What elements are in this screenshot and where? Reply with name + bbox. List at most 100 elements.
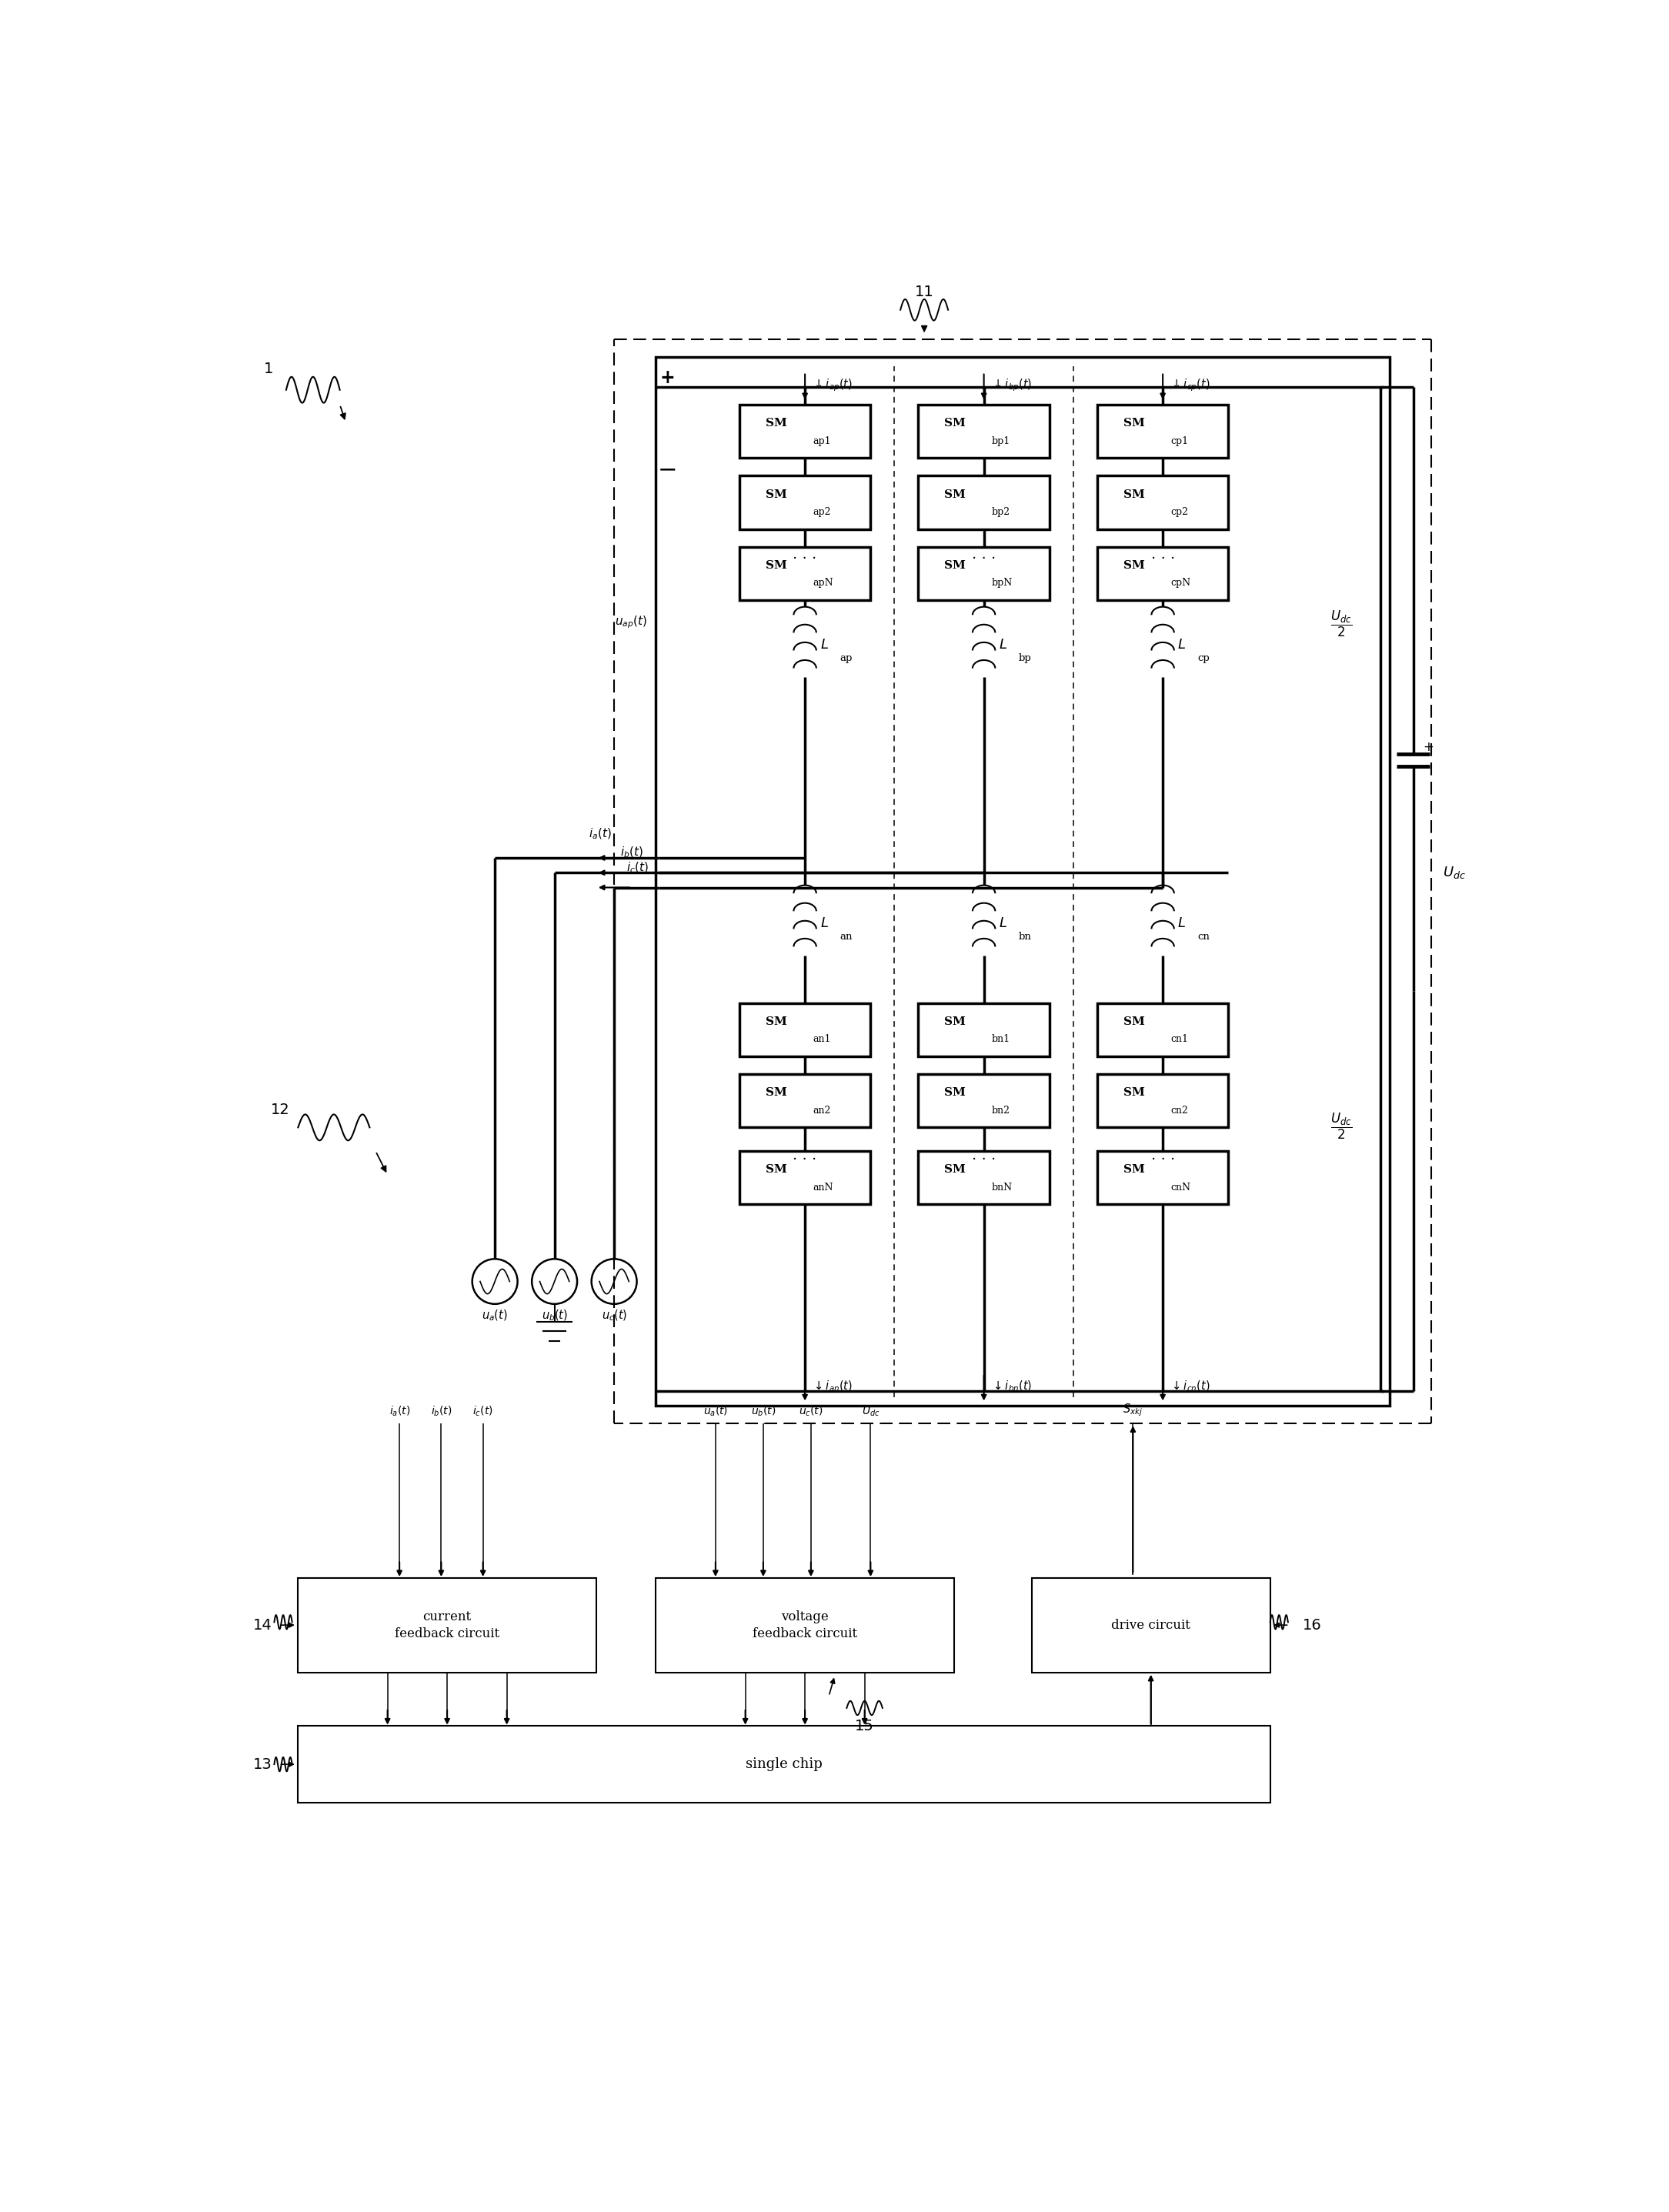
Bar bbox=[1031, 1577, 1270, 1672]
Bar bbox=[739, 405, 871, 458]
Text: $\downarrow i_{ap}(t)$: $\downarrow i_{ap}(t)$ bbox=[813, 378, 853, 394]
Text: 14: 14 bbox=[252, 1617, 272, 1632]
Bar bbox=[918, 546, 1050, 599]
Text: SM: SM bbox=[945, 1164, 966, 1175]
Text: SM: SM bbox=[945, 560, 966, 571]
Text: cpN: cpN bbox=[1170, 577, 1190, 588]
Text: $i_b(t)$: $i_b(t)$ bbox=[621, 845, 643, 860]
Text: $u_c(t)$: $u_c(t)$ bbox=[799, 1405, 823, 1418]
Text: $L$: $L$ bbox=[998, 916, 1006, 929]
Bar bbox=[918, 1075, 1050, 1128]
Bar bbox=[299, 1725, 1270, 1803]
Text: −: − bbox=[658, 458, 678, 480]
Text: · · ·: · · · bbox=[971, 1152, 996, 1168]
Text: cnN: cnN bbox=[1170, 1183, 1190, 1192]
Text: an1: an1 bbox=[813, 1035, 831, 1044]
Text: voltage
feedback circuit: voltage feedback circuit bbox=[753, 1610, 858, 1639]
Text: drive circuit: drive circuit bbox=[1112, 1619, 1190, 1632]
Bar bbox=[918, 1002, 1050, 1057]
Text: $L$: $L$ bbox=[998, 637, 1006, 653]
Text: bn1: bn1 bbox=[991, 1035, 1010, 1044]
Text: +: + bbox=[661, 369, 676, 387]
Bar bbox=[299, 1577, 596, 1672]
Text: cn1: cn1 bbox=[1170, 1035, 1188, 1044]
Text: SM: SM bbox=[945, 1015, 966, 1026]
Text: SM: SM bbox=[1123, 489, 1145, 500]
Text: · · ·: · · · bbox=[793, 551, 818, 566]
Bar bbox=[1097, 405, 1228, 458]
Text: SM: SM bbox=[945, 1088, 966, 1097]
Text: 1: 1 bbox=[264, 363, 274, 376]
Text: $\downarrow i_{bn}(t)$: $\downarrow i_{bn}(t)$ bbox=[991, 1380, 1031, 1394]
Text: SM: SM bbox=[1123, 1088, 1145, 1097]
Text: current
feedback circuit: current feedback circuit bbox=[396, 1610, 499, 1639]
Text: ap1: ap1 bbox=[813, 436, 831, 447]
Text: · · ·: · · · bbox=[1150, 551, 1175, 566]
Text: $L$: $L$ bbox=[1178, 916, 1187, 929]
Text: SM: SM bbox=[766, 418, 786, 429]
Text: bnN: bnN bbox=[991, 1183, 1013, 1192]
Text: cp2: cp2 bbox=[1170, 507, 1188, 518]
Text: SM: SM bbox=[766, 1164, 786, 1175]
Text: cp1: cp1 bbox=[1170, 436, 1188, 447]
Text: cn: cn bbox=[1197, 931, 1210, 942]
Text: SM: SM bbox=[945, 418, 966, 429]
Text: $\downarrow i_{bp}(t)$: $\downarrow i_{bp}(t)$ bbox=[991, 378, 1031, 394]
Text: $u_{a}(t)$: $u_{a}(t)$ bbox=[482, 1310, 507, 1323]
Bar bbox=[1097, 1002, 1228, 1057]
Text: bp: bp bbox=[1018, 653, 1031, 664]
Text: $U_{dc}$: $U_{dc}$ bbox=[861, 1405, 880, 1418]
Bar bbox=[739, 476, 871, 529]
Text: 12: 12 bbox=[270, 1102, 290, 1117]
Text: an2: an2 bbox=[813, 1106, 831, 1115]
Text: SM: SM bbox=[766, 560, 786, 571]
Bar bbox=[918, 1150, 1050, 1206]
Text: 15: 15 bbox=[855, 1719, 875, 1732]
Text: cp: cp bbox=[1197, 653, 1210, 664]
Text: $\dfrac{U_{dc}}{2}$: $\dfrac{U_{dc}}{2}$ bbox=[1330, 608, 1352, 639]
Text: ap: ap bbox=[840, 653, 853, 664]
Bar bbox=[1097, 546, 1228, 599]
Text: SM: SM bbox=[1123, 418, 1145, 429]
Text: $\downarrow i_{cn}(t)$: $\downarrow i_{cn}(t)$ bbox=[1170, 1380, 1210, 1394]
Text: $\downarrow i_{cp}(t)$: $\downarrow i_{cp}(t)$ bbox=[1170, 378, 1210, 394]
Text: $S_{xkj}$: $S_{xkj}$ bbox=[1123, 1402, 1143, 1418]
Text: SM: SM bbox=[1123, 1164, 1145, 1175]
Text: bpN: bpN bbox=[991, 577, 1013, 588]
Bar bbox=[739, 1075, 871, 1128]
Text: ap2: ap2 bbox=[813, 507, 831, 518]
Text: SM: SM bbox=[1123, 1015, 1145, 1026]
Text: bn: bn bbox=[1018, 931, 1031, 942]
Text: SM: SM bbox=[1123, 560, 1145, 571]
Text: bn2: bn2 bbox=[991, 1106, 1010, 1115]
Text: $L$: $L$ bbox=[1178, 637, 1187, 653]
Bar bbox=[918, 476, 1050, 529]
Text: apN: apN bbox=[813, 577, 833, 588]
Text: an: an bbox=[840, 931, 853, 942]
Bar bbox=[656, 1577, 955, 1672]
Text: $\dfrac{U_{dc}}{2}$: $\dfrac{U_{dc}}{2}$ bbox=[1330, 1110, 1352, 1141]
Text: $u_a(t)$: $u_a(t)$ bbox=[703, 1405, 728, 1418]
Text: $u_{ap}(t)$: $u_{ap}(t)$ bbox=[614, 615, 648, 630]
Text: 11: 11 bbox=[915, 285, 933, 299]
Text: $u_{c}(t)$: $u_{c}(t)$ bbox=[601, 1310, 628, 1323]
Text: $U_{dc}$: $U_{dc}$ bbox=[1444, 865, 1465, 880]
Bar bbox=[739, 1150, 871, 1206]
Text: $i_c(t)$: $i_c(t)$ bbox=[472, 1405, 494, 1418]
Text: 13: 13 bbox=[252, 1756, 272, 1772]
Bar bbox=[739, 1002, 871, 1057]
Bar bbox=[739, 546, 871, 599]
Text: $i_c(t)$: $i_c(t)$ bbox=[626, 860, 649, 874]
Text: SM: SM bbox=[766, 1015, 786, 1026]
Text: bp1: bp1 bbox=[991, 436, 1010, 447]
Text: +: + bbox=[1422, 741, 1434, 754]
Text: $i_a(t)$: $i_a(t)$ bbox=[389, 1405, 411, 1418]
Text: bp2: bp2 bbox=[991, 507, 1010, 518]
Text: $L$: $L$ bbox=[819, 637, 828, 653]
Text: $i_a(t)$: $i_a(t)$ bbox=[587, 827, 611, 841]
Text: $L$: $L$ bbox=[819, 916, 828, 929]
Text: SM: SM bbox=[766, 489, 786, 500]
Text: $u_b(t)$: $u_b(t)$ bbox=[751, 1405, 776, 1418]
Bar bbox=[918, 405, 1050, 458]
Text: $u_{b}(t)$: $u_{b}(t)$ bbox=[541, 1310, 567, 1323]
